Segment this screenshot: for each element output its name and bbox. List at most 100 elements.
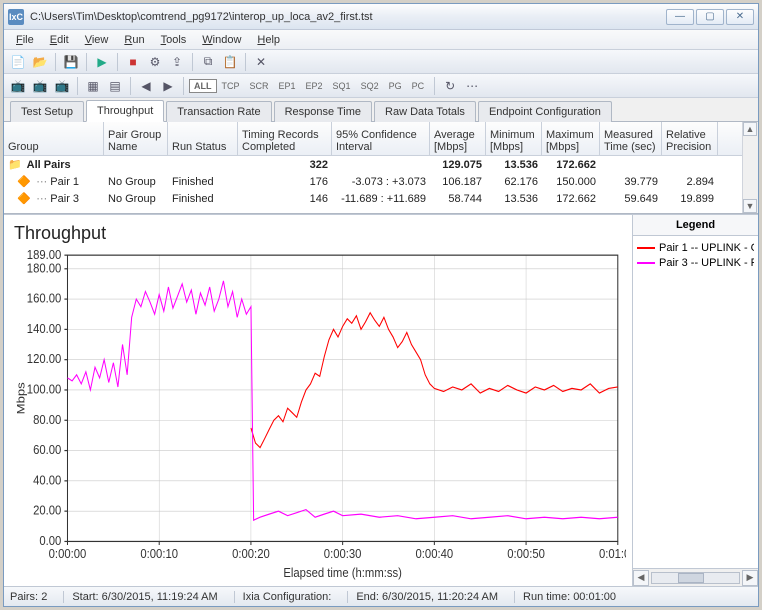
menubar: FileEditViewRunToolsWindowHelp <box>4 30 758 50</box>
refresh-icon[interactable]: ↻ <box>440 76 460 96</box>
tab-test-setup[interactable]: Test Setup <box>10 101 84 122</box>
menu-view[interactable]: View <box>77 32 117 48</box>
col-header[interactable]: Timing RecordsCompleted <box>238 122 332 155</box>
scroll-up-icon[interactable]: ▲ <box>743 122 757 136</box>
left-icon[interactable]: ◀ <box>136 76 156 96</box>
filter-tag-tcp[interactable]: TCP <box>217 79 245 93</box>
legend-panel: Legend Pair 1 -- UPLINK - G.hnPair 3 -- … <box>632 215 758 586</box>
scroll-down-icon[interactable]: ▼ <box>743 199 757 213</box>
menu-run[interactable]: Run <box>116 32 152 48</box>
svg-text:180.00: 180.00 <box>27 261 62 276</box>
app-icon: IxC <box>8 9 24 25</box>
svg-text:100.00: 100.00 <box>27 382 62 397</box>
table-cell: 172.662 <box>542 159 600 171</box>
tv3-icon[interactable]: 📺 <box>52 76 72 96</box>
col-header[interactable]: 95% ConfidenceInterval <box>332 122 430 155</box>
copy-icon[interactable]: ⧉ <box>198 52 218 72</box>
maximize-button[interactable]: ▢ <box>696 9 724 25</box>
layout1-icon[interactable]: ▦ <box>83 76 103 96</box>
table-cell: 19.899 <box>662 193 718 205</box>
filter-tag-sq1[interactable]: SQ1 <box>328 79 356 93</box>
svg-text:60.00: 60.00 <box>33 442 61 457</box>
menu-file[interactable]: File <box>8 32 42 48</box>
col-header[interactable]: MeasuredTime (sec) <box>600 122 662 155</box>
table-cell: 62.176 <box>486 176 542 188</box>
open-icon[interactable]: 📂 <box>30 52 50 72</box>
col-header[interactable]: Maximum[Mbps] <box>542 122 600 155</box>
chart-title: Throughput <box>10 223 626 244</box>
tv2-icon[interactable]: 📺 <box>30 76 50 96</box>
tab-transaction-rate[interactable]: Transaction Rate <box>166 101 271 122</box>
grid-vscroll[interactable]: ▲ ▼ <box>742 122 758 213</box>
new-icon[interactable]: 📄 <box>8 52 28 72</box>
scroll-right-icon[interactable]: ▶ <box>742 570 758 586</box>
run-icon[interactable]: ▶ <box>92 52 112 72</box>
table-cell: 176 <box>238 176 332 188</box>
table-cell: 129.075 <box>430 159 486 171</box>
svg-text:189.00: 189.00 <box>27 248 62 262</box>
filter-tag-ep1[interactable]: EP1 <box>274 79 301 93</box>
menu-window[interactable]: Window <box>194 32 249 48</box>
layout2-icon[interactable]: ▤ <box>105 76 125 96</box>
minimize-button[interactable]: — <box>666 9 694 25</box>
stop-icon[interactable]: ■ <box>123 52 143 72</box>
save-icon[interactable]: 💾 <box>61 52 81 72</box>
filter-tag-ep2[interactable]: EP2 <box>301 79 328 93</box>
filter-tag-pc[interactable]: PC <box>407 79 430 93</box>
col-header[interactable]: RelativePrecision <box>662 122 718 155</box>
svg-text:0:00:20: 0:00:20 <box>232 546 270 561</box>
filter-tag-pg[interactable]: PG <box>384 79 407 93</box>
tab-throughput[interactable]: Throughput <box>86 100 164 122</box>
table-row[interactable]: 📁 All Pairs322129.07513.536172.662 <box>4 156 758 173</box>
delete-icon[interactable]: ✕ <box>251 52 271 72</box>
table-row[interactable]: 🔶 ⋯ Pair 3No GroupFinished146-11.689 : +… <box>4 190 758 207</box>
scroll-left-icon[interactable]: ◀ <box>633 570 649 586</box>
right-icon[interactable]: ▶ <box>158 76 178 96</box>
menu-edit[interactable]: Edit <box>42 32 77 48</box>
table-cell: 58.744 <box>430 193 486 205</box>
col-header[interactable]: Minimum[Mbps] <box>486 122 542 155</box>
table-cell: 150.000 <box>542 176 600 188</box>
col-header[interactable]: Average[Mbps] <box>430 122 486 155</box>
svg-text:120.00: 120.00 <box>27 351 62 366</box>
col-header[interactable]: Group <box>4 122 104 155</box>
table-cell: Finished <box>168 176 238 188</box>
svg-text:0:01:00: 0:01:00 <box>599 546 626 561</box>
status-start: Start: 6/30/2015, 11:19:24 AM <box>63 591 217 603</box>
filter-tag-scr[interactable]: SCR <box>245 79 274 93</box>
paste-icon[interactable]: 📋 <box>220 52 240 72</box>
col-header[interactable]: Run Status <box>168 122 238 155</box>
config-icon[interactable]: ⚙ <box>145 52 165 72</box>
table-cell: -11.689 : +11.689 <box>332 193 430 205</box>
tv1-icon[interactable]: 📺 <box>8 76 28 96</box>
filter-tag-all[interactable]: ALL <box>189 79 217 93</box>
table-cell: 146 <box>238 193 332 205</box>
legend-item[interactable]: Pair 1 -- UPLINK - G.hn <box>637 240 754 255</box>
tab-raw-data-totals[interactable]: Raw Data Totals <box>374 101 476 122</box>
table-cell: -3.073 : +3.073 <box>332 176 430 188</box>
col-header[interactable]: Pair GroupName <box>104 122 168 155</box>
results-grid: GroupPair GroupNameRun StatusTiming Reco… <box>4 122 758 214</box>
svg-text:80.00: 80.00 <box>33 412 61 427</box>
status-pairs: Pairs: 2 <box>10 591 47 603</box>
legend-title: Legend <box>633 215 758 236</box>
export-icon[interactable]: ⇪ <box>167 52 187 72</box>
filter-tag-sq2[interactable]: SQ2 <box>356 79 384 93</box>
table-cell: 322 <box>238 159 332 171</box>
legend-hscroll[interactable]: ◀ ▶ <box>633 568 758 586</box>
menu-help[interactable]: Help <box>249 32 288 48</box>
pair-icon: 🔶 <box>17 192 33 206</box>
status-end: End: 6/30/2015, 11:20:24 AM <box>347 591 498 603</box>
opts-icon[interactable]: ⋯ <box>462 76 482 96</box>
table-cell: No Group <box>104 193 168 205</box>
table-cell: No Group <box>104 176 168 188</box>
close-button[interactable]: ✕ <box>726 9 754 25</box>
legend-label: Pair 1 -- UPLINK - G.hn <box>659 242 754 254</box>
table-cell: Finished <box>168 193 238 205</box>
tab-response-time[interactable]: Response Time <box>274 101 372 122</box>
status-runtime: Run time: 00:01:00 <box>514 591 616 603</box>
legend-item[interactable]: Pair 3 -- UPLINK - Powe <box>637 255 754 270</box>
tab-endpoint-configuration[interactable]: Endpoint Configuration <box>478 101 612 122</box>
table-row[interactable]: 🔶 ⋯ Pair 1No GroupFinished176-3.073 : +3… <box>4 173 758 190</box>
menu-tools[interactable]: Tools <box>153 32 195 48</box>
